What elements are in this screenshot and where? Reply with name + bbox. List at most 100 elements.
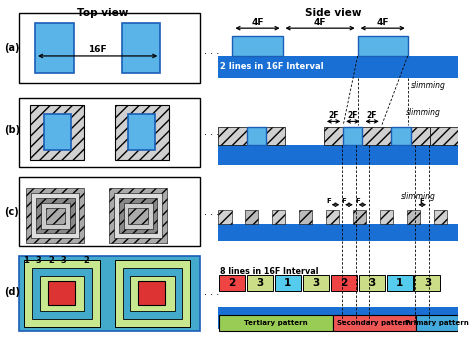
Text: 3: 3 [256, 278, 264, 288]
Bar [32, 268, 92, 319]
Bar [119, 198, 157, 234]
Text: Tertiary pattern: Tertiary pattern [244, 320, 308, 326]
Text: 2F: 2F [328, 112, 339, 120]
Bar [414, 275, 440, 291]
Bar [130, 276, 175, 311]
Bar [324, 128, 343, 145]
Bar [410, 128, 430, 145]
Bar [122, 23, 160, 73]
Bar [27, 188, 84, 243]
Bar [128, 115, 155, 150]
Bar [44, 115, 71, 150]
Bar [18, 13, 200, 83]
Text: . . .: . . . [204, 46, 219, 56]
Bar [36, 198, 74, 234]
Text: 2: 2 [340, 278, 347, 288]
Bar [18, 177, 200, 246]
Text: 3: 3 [35, 256, 41, 265]
Bar [40, 276, 84, 311]
Bar [331, 275, 357, 291]
Text: 8 lines in 16F Interval: 8 lines in 16F Interval [220, 267, 319, 276]
Text: 2F: 2F [347, 112, 358, 120]
Text: F: F [327, 198, 331, 204]
Text: 4F: 4F [251, 18, 264, 27]
Bar [218, 56, 458, 78]
Bar [430, 128, 458, 145]
Bar [18, 256, 200, 331]
Text: F: F [342, 198, 346, 204]
Text: . . .: . . . [204, 127, 219, 137]
Text: 1: 1 [396, 278, 403, 288]
Bar [232, 36, 283, 56]
Bar [25, 260, 100, 327]
Text: 3: 3 [312, 278, 319, 288]
Bar [407, 210, 420, 224]
Bar [272, 210, 285, 224]
Bar [358, 36, 408, 56]
Text: F: F [420, 198, 425, 204]
Text: 1: 1 [24, 256, 29, 265]
Bar [128, 208, 148, 224]
Bar [109, 188, 167, 243]
Bar [115, 260, 190, 327]
Bar [434, 210, 447, 224]
Text: 3: 3 [60, 256, 66, 265]
Text: 3: 3 [424, 278, 431, 288]
Text: 2 lines in 16F Interval: 2 lines in 16F Interval [220, 62, 324, 71]
Text: . . .: . . . [204, 207, 219, 217]
Bar [461, 210, 474, 224]
Bar [31, 193, 79, 238]
Bar [219, 275, 245, 291]
Text: 2F: 2F [367, 112, 377, 120]
Bar [245, 210, 258, 224]
Text: slimming: slimming [406, 108, 441, 117]
Bar [247, 275, 273, 291]
Text: 1: 1 [284, 278, 292, 288]
Bar [41, 203, 70, 228]
Bar [303, 275, 329, 291]
Text: Primary pattern: Primary pattern [405, 320, 468, 326]
Text: 4F: 4F [314, 18, 326, 27]
Bar [219, 315, 333, 331]
Bar [392, 128, 410, 145]
Bar [46, 208, 65, 224]
Bar [359, 275, 384, 291]
Text: 16F: 16F [88, 45, 107, 54]
Bar [326, 210, 339, 224]
Bar [218, 210, 231, 224]
Bar [353, 210, 366, 224]
Bar [218, 307, 458, 329]
Text: 2: 2 [83, 256, 89, 265]
Bar [416, 315, 458, 331]
Text: 2: 2 [48, 256, 55, 265]
Text: F: F [356, 198, 360, 204]
Text: 3: 3 [368, 278, 375, 288]
Bar [386, 275, 412, 291]
Bar [47, 281, 74, 305]
Text: slimming: slimming [410, 81, 446, 90]
Bar [218, 224, 458, 241]
Text: Top view: Top view [77, 8, 128, 18]
Bar [380, 210, 393, 224]
Text: (a): (a) [4, 43, 20, 53]
Text: (c): (c) [4, 207, 19, 217]
Bar [124, 203, 153, 228]
Bar [247, 128, 266, 145]
Text: Side view: Side view [305, 8, 362, 18]
Bar [35, 23, 73, 73]
Text: slimming: slimming [401, 192, 436, 201]
Text: 2: 2 [228, 278, 236, 288]
Bar [114, 193, 162, 238]
Bar [275, 275, 301, 291]
Text: Secondary pattern: Secondary pattern [337, 320, 411, 326]
Bar [123, 268, 182, 319]
Bar [299, 210, 312, 224]
Text: 4F: 4F [376, 18, 389, 27]
Bar [218, 128, 247, 145]
Text: (b): (b) [4, 125, 20, 135]
Bar [363, 128, 392, 145]
Bar [343, 128, 363, 145]
Bar [30, 104, 84, 160]
Bar [18, 98, 200, 167]
Text: . . .: . . . [204, 287, 219, 297]
